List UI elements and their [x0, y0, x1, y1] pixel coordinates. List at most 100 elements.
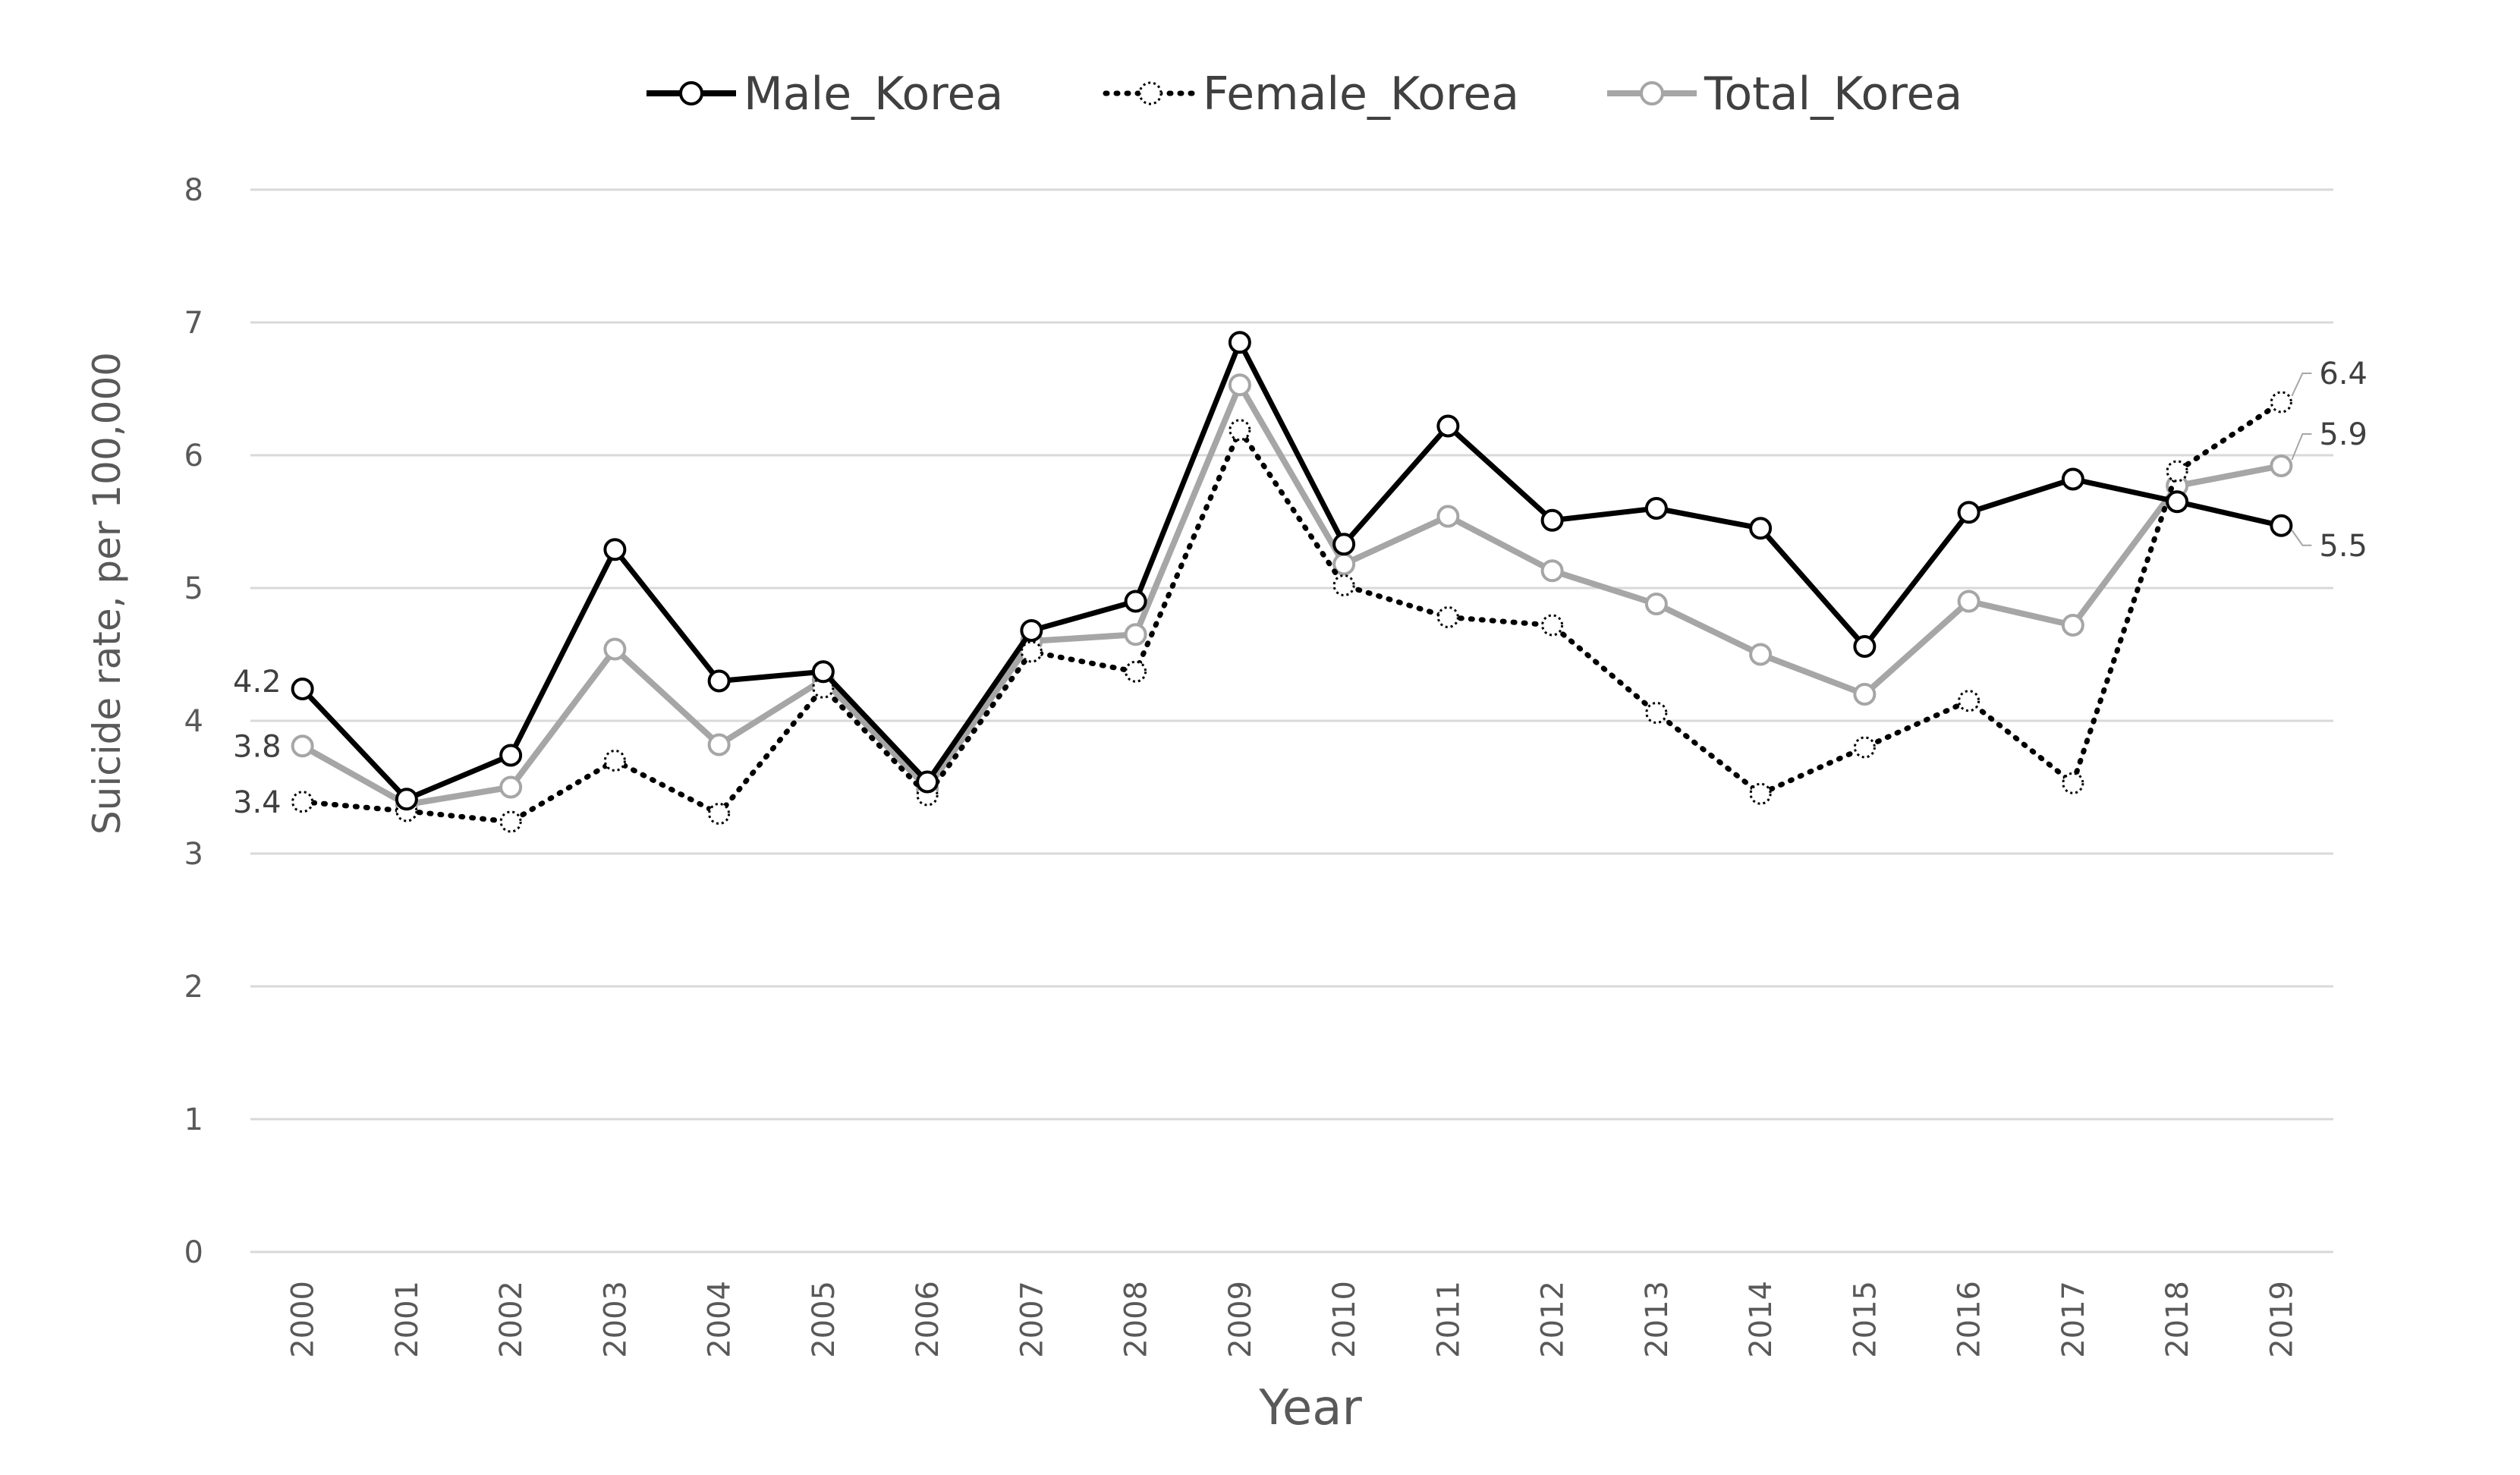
data-point — [2062, 772, 2084, 794]
data-point — [1749, 782, 1772, 805]
data-point — [2166, 490, 2189, 514]
x-tick-label: 2019 — [2264, 1281, 2299, 1358]
data-point — [2061, 614, 2084, 637]
series-line — [300, 339, 2282, 802]
data-point — [1644, 593, 1668, 615]
data-point — [291, 791, 314, 813]
y-tick-label: 7 — [184, 306, 203, 341]
data-point — [1853, 683, 1877, 706]
x-tick-label: 2008 — [1119, 1281, 1154, 1358]
series-line — [300, 382, 2282, 808]
x-tick-label: 2017 — [2056, 1281, 2091, 1358]
data-point — [1436, 606, 1459, 628]
data-point — [1124, 590, 1147, 613]
data-point — [2166, 460, 2188, 483]
x-axis-title: Year — [1258, 1380, 1362, 1436]
data-point — [811, 660, 835, 684]
data-point — [603, 637, 627, 661]
data-point — [1749, 643, 1773, 666]
x-tick-label: 2007 — [1015, 1281, 1049, 1358]
series-group — [291, 331, 2293, 833]
data-point — [2270, 514, 2293, 537]
legend-label: Female_Korea — [1203, 68, 1519, 121]
data-point — [1644, 497, 1668, 520]
x-tick-label: 2000 — [286, 1281, 321, 1358]
y-tick-label: 4 — [184, 704, 203, 739]
x-tick-label: 2005 — [807, 1281, 842, 1358]
y-tick-label: 1 — [184, 1102, 203, 1137]
x-axis-ticks: 2000 2001 2002 2003 2004 2005 2006 2007 2008 2009… — [286, 1281, 2300, 1358]
data-point — [1853, 736, 1876, 759]
data-point — [1228, 373, 1251, 397]
x-tick-label: 2006 — [911, 1281, 945, 1358]
data-point — [1853, 635, 1877, 658]
data-point — [603, 538, 627, 561]
legend: Male_Korea Female_Korea Total_Korea — [647, 68, 1962, 121]
data-point — [1645, 702, 1668, 724]
data-point — [603, 750, 626, 772]
data-point — [1020, 619, 1043, 642]
data-point — [1229, 419, 1251, 442]
y-axis-title: Suicide rate, per 100,000 — [85, 352, 129, 835]
x-tick-label: 2012 — [1536, 1281, 1571, 1358]
leader-line — [2291, 433, 2312, 461]
data-point — [1228, 331, 1251, 354]
y-tick-label: 5 — [184, 571, 203, 606]
data-point — [1124, 623, 1147, 646]
data-label: 6.4 — [2319, 357, 2367, 392]
data-point — [1020, 640, 1043, 663]
data-point — [812, 676, 835, 699]
x-tick-label: 2010 — [1327, 1281, 1362, 1358]
y-tick-label: 3 — [184, 837, 203, 872]
x-tick-label: 2011 — [1431, 1281, 1466, 1358]
x-tick-label: 2018 — [2160, 1281, 2195, 1358]
series-female-korea — [291, 391, 2292, 833]
y-tick-label: 6 — [184, 439, 203, 473]
x-tick-label: 2016 — [1952, 1281, 1987, 1358]
data-point — [1957, 501, 1980, 524]
legend-marker — [679, 81, 703, 105]
x-tick-label: 2014 — [1744, 1281, 1779, 1358]
data-point — [499, 810, 522, 833]
legend-item-male-korea[interactable]: Male_Korea — [647, 68, 1003, 121]
data-point — [1125, 660, 1147, 683]
legend-label: Male_Korea — [744, 68, 1003, 121]
data-point — [707, 733, 731, 756]
data-point — [916, 770, 939, 794]
legend-marker — [1640, 81, 1664, 105]
data-label: 4.2 — [233, 665, 282, 700]
x-tick-label: 2002 — [494, 1281, 529, 1358]
data-labels: 4.2 3.8 3.4 6.4 5.9 5.5 — [233, 357, 2367, 820]
data-point — [708, 803, 731, 825]
data-point — [1957, 590, 1980, 613]
data-point — [2061, 467, 2084, 491]
leader-line — [2291, 530, 2312, 546]
data-point — [291, 678, 314, 700]
data-point — [1541, 614, 1564, 637]
x-tick-label: 2013 — [1640, 1281, 1675, 1358]
data-point — [499, 775, 523, 799]
y-tick-label: 2 — [184, 970, 203, 1005]
data-point — [1436, 414, 1460, 438]
legend-label: Total_Korea — [1704, 68, 1962, 121]
data-label: 5.9 — [2319, 417, 2367, 452]
legend-item-total-korea[interactable]: Total_Korea — [1607, 68, 1962, 121]
data-point — [707, 669, 731, 693]
data-point — [2270, 454, 2293, 477]
data-point — [395, 788, 418, 811]
data-point — [291, 734, 314, 758]
data-label: 3.8 — [233, 729, 282, 764]
y-tick-label: 0 — [184, 1235, 203, 1270]
legend-item-female-korea[interactable]: Female_Korea — [1103, 68, 1519, 121]
x-tick-label: 2009 — [1223, 1281, 1258, 1358]
legend-marker — [1138, 81, 1162, 105]
y-axis-ticks: 0 1 2 3 4 5 6 7 8 — [184, 173, 203, 1270]
data-point — [1436, 505, 1460, 528]
data-label: 3.4 — [233, 785, 282, 820]
x-tick-label: 2004 — [703, 1281, 738, 1358]
data-point — [1332, 574, 1355, 596]
data-point — [1540, 508, 1564, 532]
data-point — [1332, 533, 1356, 556]
series-line — [300, 399, 2284, 825]
